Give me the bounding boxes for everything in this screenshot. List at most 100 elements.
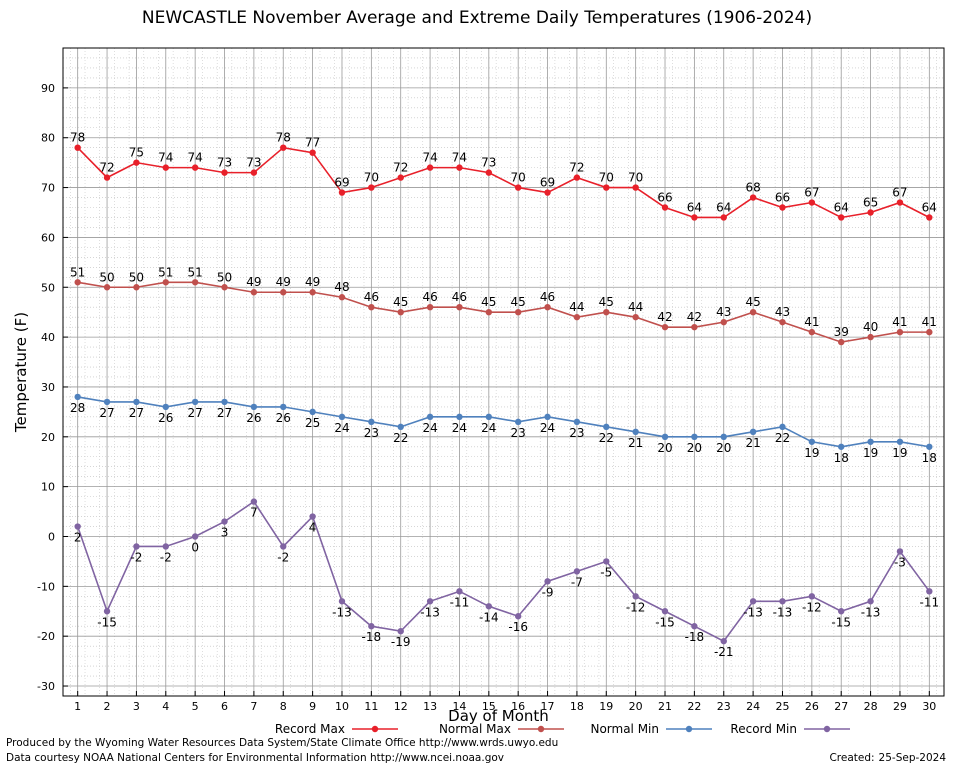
record-min-point: [74, 523, 81, 530]
credit-line-2: Data courtesy NOAA National Centers for …: [6, 752, 505, 764]
x-tick-label: 28: [864, 700, 878, 713]
normal-min-data-label: 21: [628, 436, 643, 450]
x-tick-label: 14: [452, 700, 466, 713]
record-min-point: [309, 513, 316, 520]
normal-min-data-label: 23: [364, 426, 379, 440]
record-min-data-label: -15: [831, 615, 851, 629]
record-max-data-label: 74: [188, 151, 203, 165]
y-tick-label: 0: [48, 530, 55, 543]
normal-max-point: [573, 313, 581, 321]
created-date: 25-Sep-2024: [878, 752, 946, 764]
y-tick-label: -30: [37, 680, 55, 693]
normal-max-point: [720, 318, 727, 326]
record-max-data-label: 68: [745, 181, 760, 195]
normal-min-point: [309, 408, 316, 416]
x-tick-label: 17: [541, 700, 555, 713]
normal-max-data-label: 43: [775, 305, 790, 319]
record-min-data-label: -13: [743, 605, 763, 619]
normal-min-point: [250, 403, 258, 411]
x-axis-label: Day of Month: [448, 707, 549, 725]
normal-min-data-label: 24: [422, 421, 437, 435]
record-min-point: [926, 588, 933, 595]
legend-label: Normal Max: [439, 722, 511, 736]
record-min-point: [250, 498, 258, 505]
normal-max-line: [77, 281, 930, 343]
normal-max-point: [309, 289, 316, 296]
record-min-point: [514, 613, 522, 620]
normal-max-data-label: 40: [863, 320, 878, 334]
x-tick-label: 3: [133, 700, 140, 713]
record-min-data-label: -11: [920, 595, 940, 609]
record-max-data-label: 74: [452, 151, 467, 165]
x-tick-label: 12: [394, 700, 408, 713]
record-max-data-label: 75: [129, 146, 144, 160]
normal-min-data-label: 26: [158, 411, 173, 425]
normal-max-point: [280, 289, 287, 296]
normal-max-data-label: 46: [364, 290, 379, 304]
normal-min-data-label: 18: [922, 451, 937, 465]
record-max-point: [867, 209, 874, 216]
y-tick-label: -20: [37, 630, 55, 643]
record-min-point: [397, 628, 404, 635]
x-tick-label: 19: [599, 700, 613, 713]
normal-max-point: [368, 304, 375, 311]
record-max-data-label: 78: [70, 131, 85, 145]
record-min-data-label: 4: [309, 521, 317, 535]
normal-max-data-label: 45: [511, 295, 526, 309]
legend: Record Max Normal Max Normal Min Record Min: [275, 722, 850, 736]
record-min-data-label: 7: [250, 506, 258, 520]
record-max-data-label: 64: [687, 200, 702, 214]
normal-min-data-label: 22: [775, 431, 790, 445]
y-tick-label: 10: [41, 481, 55, 494]
normal-min-point: [74, 393, 81, 401]
record-max-point: [926, 214, 933, 221]
record-min-data-label: -14: [479, 610, 499, 624]
normal-max-data-label: 51: [188, 265, 203, 279]
normal-min-point: [221, 398, 228, 406]
legend-label: Record Min: [730, 722, 797, 736]
record-max-data-label: 70: [599, 171, 614, 185]
record-max-point: [309, 149, 316, 156]
record-min-point: [133, 543, 140, 550]
normal-min-data-label: 28: [70, 401, 85, 415]
normal-min-point: [749, 428, 757, 436]
normal-min-point: [368, 418, 375, 426]
record-max-point: [397, 174, 404, 181]
normal-min-data-label: 27: [188, 406, 203, 420]
record-min-point: [779, 598, 786, 605]
normal-min-point: [397, 423, 404, 431]
normal-min-data-label: 24: [481, 421, 496, 435]
normal-max-data-label: 50: [129, 270, 144, 284]
plot-frame: [62, 47, 945, 697]
record-min-data-label: -7: [571, 575, 583, 589]
y-axis-label: Temperature (F): [12, 312, 30, 433]
normal-min-data-label: 24: [334, 421, 349, 435]
normal-min-point: [661, 433, 669, 440]
axis-ticks: [63, 87, 930, 696]
record-max-point: [808, 199, 816, 206]
normal-max-data-label: 51: [158, 265, 173, 279]
normal-min-data-label: 26: [246, 411, 261, 425]
normal-min-data-label: 20: [657, 441, 672, 455]
normal-max-data-label: 49: [246, 275, 261, 289]
y-tick-label: 70: [41, 182, 55, 195]
record-max-point: [456, 164, 463, 171]
x-tick-label: 24: [746, 700, 760, 713]
normal-max-point: [221, 284, 228, 291]
record-min-data-label: -11: [450, 595, 470, 609]
legend-item-normal-min: Normal Min: [590, 722, 712, 736]
record-max-data-label: 78: [276, 131, 291, 145]
x-tick-label: 8: [280, 700, 287, 713]
normal-min-point: [338, 413, 346, 421]
record-max-point: [691, 214, 698, 221]
y-tick-label: 80: [41, 132, 55, 145]
normal-max-point: [808, 328, 816, 336]
record-min-point: [720, 637, 727, 645]
record-max-point: [514, 184, 522, 191]
legend-label: Record Max: [275, 722, 345, 736]
normal-min-data-label: 24: [540, 421, 555, 435]
normal-max-point: [250, 289, 258, 296]
record-max-data-label: 73: [481, 156, 496, 170]
normal-min-point: [544, 413, 551, 421]
